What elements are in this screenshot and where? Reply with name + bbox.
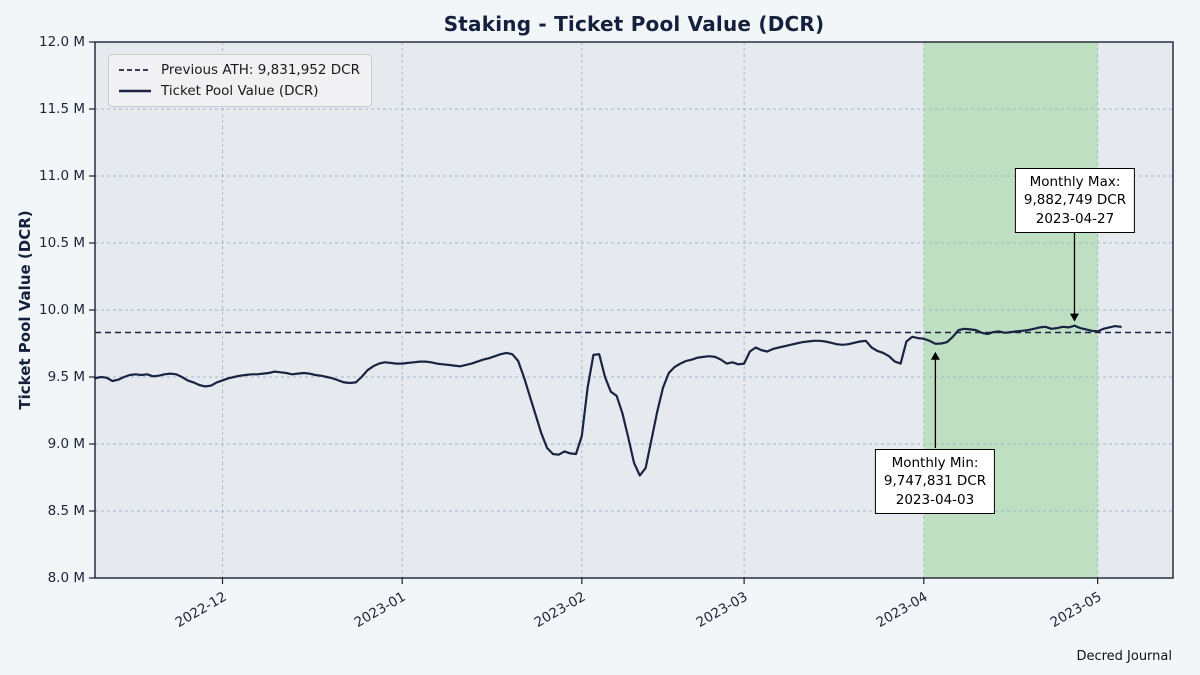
y-tick-label: 8.5 M [47, 503, 85, 519]
y-tick-label: 9.5 M [47, 369, 85, 385]
credit-text: Decred Journal [1076, 649, 1172, 664]
dashed-line-swatch-icon [119, 69, 151, 71]
y-tick-label: 8.0 M [47, 570, 85, 586]
y-tick-label: 11.0 M [39, 168, 85, 184]
series-line [93, 324, 1122, 477]
legend-label-ticket-pool-value: Ticket Pool Value (DCR) [161, 83, 319, 99]
y-tick-label: 11.5 M [39, 101, 85, 117]
monthly-min-date: 2023-04-03 [895, 491, 975, 508]
monthly-max-date: 2023-04-27 [1035, 210, 1115, 227]
solid-line-swatch-icon [119, 89, 151, 93]
legend: Previous ATH: 9,831,952 DCR Ticket Pool … [108, 54, 372, 107]
monthly-max-value: 9,882,749 DCR [1023, 192, 1127, 209]
monthly-max-annotation: Monthly Max: 9,882,749 DCR 2023-04-27 [1014, 168, 1136, 234]
legend-label-previous-ath: Previous ATH: 9,831,952 DCR [161, 62, 360, 78]
legend-entry-ticket-pool-value: Ticket Pool Value (DCR) [118, 83, 360, 99]
y-tick-label: 10.5 M [39, 235, 85, 251]
arrow-head-down-icon [1069, 313, 1079, 322]
monthly-min-value: 9,747,831 DCR [883, 473, 987, 490]
monthly-min-title: Monthly Min: [891, 455, 979, 471]
chart-title: Staking - Ticket Pool Value (DCR) [443, 12, 825, 36]
tick-marks [89, 41, 1099, 584]
y-tick-label: 10.0 M [39, 302, 85, 318]
monthly-min-annotation: Monthly Min: 9,747,831 DCR 2023-04-03 [874, 449, 996, 515]
arrow-head-up-icon [930, 351, 940, 360]
monthly-max-title: Monthly Max: [1029, 174, 1121, 190]
annotation-arrows [930, 233, 1079, 448]
legend-entry-previous-ath: Previous ATH: 9,831,952 DCR [118, 62, 360, 78]
y-tick-label: 9.0 M [47, 436, 85, 452]
ticket-pool-value-line [93, 324, 1122, 477]
y-tick-label: 12.0 M [39, 34, 85, 50]
